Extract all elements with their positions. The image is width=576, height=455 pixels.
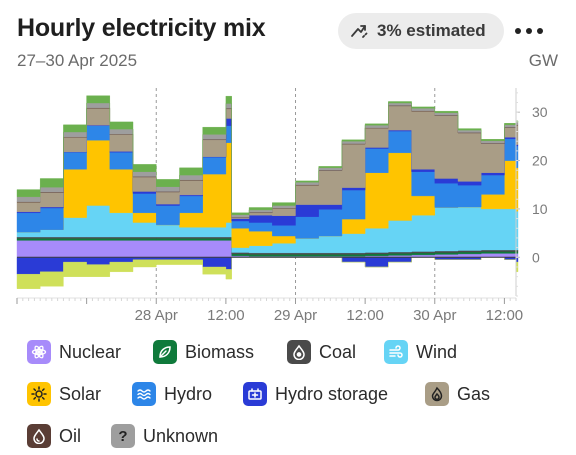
y-tick-label: 0 — [532, 249, 540, 265]
atom-icon — [27, 340, 51, 364]
legend-label: Oil — [59, 425, 81, 446]
y-tick-label: 30 — [532, 104, 548, 120]
waves-icon-glyph — [137, 389, 151, 400]
legend-label: Gas — [457, 383, 491, 404]
flame-icon-glyph — [431, 386, 443, 402]
legend-label: Hydro storage — [275, 383, 389, 404]
legend-item-hydro-storage[interactable]: Hydro storage — [243, 382, 388, 406]
unit-label: GW — [528, 51, 558, 70]
wind-icon-glyph — [389, 345, 403, 358]
leaf-icon — [153, 340, 177, 364]
chart-subtitle: 27–30 Apr 2025 — [17, 51, 138, 70]
wind-icon — [384, 340, 408, 364]
estimated-badge-label: 3% estimated — [377, 21, 486, 40]
legend-item-gas[interactable]: Gas — [425, 382, 490, 406]
dot-icon — [515, 28, 521, 34]
legend-label: Biomass — [185, 341, 255, 362]
question-icon-glyph: ? — [118, 427, 128, 445]
sun-icon-glyph — [31, 386, 47, 402]
x-tick-label: 29 Apr — [274, 307, 317, 324]
legend-label: Solar — [59, 383, 102, 404]
x-tick-label: 12:00 — [486, 307, 524, 324]
legend-item-solar[interactable]: Solar — [27, 382, 101, 406]
legend-item-hydro[interactable]: Hydro — [132, 382, 212, 406]
legend-label: Unknown — [143, 425, 219, 446]
x-tick-label: 28 Apr — [135, 307, 178, 324]
y-tick-label: 20 — [532, 153, 548, 169]
x-tick-label: 30 Apr — [413, 307, 456, 324]
x-tick-label: 12:00 — [346, 307, 384, 324]
legend-item-nuclear[interactable]: Nuclear — [27, 340, 121, 364]
series-area-net-exports — [16, 257, 519, 289]
estimated-badge[interactable]: 3% estimated — [338, 13, 504, 49]
oil-drop-icon — [27, 424, 51, 448]
waves-icon — [132, 382, 156, 406]
more-options-button[interactable] — [515, 22, 549, 40]
legend-label: Nuclear — [59, 341, 122, 362]
coal-drop-icon — [287, 340, 311, 364]
leaf-icon-glyph — [159, 346, 171, 358]
coal-drop-icon-glyph — [293, 344, 305, 360]
battery-icon — [243, 382, 267, 406]
legend-label: Coal — [319, 341, 357, 362]
legend-label: Wind — [416, 341, 458, 362]
question-icon: ? — [111, 424, 135, 448]
legend-item-coal[interactable]: Coal — [287, 340, 356, 364]
dot-icon — [526, 28, 532, 34]
chart-title: Hourly electricity mix — [17, 14, 266, 42]
legend-item-biomass[interactable]: Biomass — [153, 340, 254, 364]
legend-item-oil[interactable]: Oil — [27, 424, 81, 448]
y-tick-label: 10 — [532, 201, 548, 217]
legend-label: Hydro — [164, 383, 213, 404]
battery-icon-glyph — [248, 388, 262, 400]
oil-drop-icon-glyph — [33, 428, 45, 444]
trend-arrow-icon — [351, 25, 368, 38]
legend-item-wind[interactable]: Wind — [384, 340, 457, 364]
legend-item-unknown[interactable]: ? Unknown — [111, 424, 218, 448]
electricity-mix-chart[interactable]: 0 10 20 30 28 Apr 12:00 29 Apr 12:00 30 Apr 12:00 — [0, 80, 576, 325]
sun-icon — [27, 382, 51, 406]
x-tick-label: 12:00 — [207, 307, 245, 324]
flame-icon — [425, 382, 449, 406]
dot-icon — [537, 28, 543, 34]
atom-icon-glyph — [31, 345, 47, 359]
